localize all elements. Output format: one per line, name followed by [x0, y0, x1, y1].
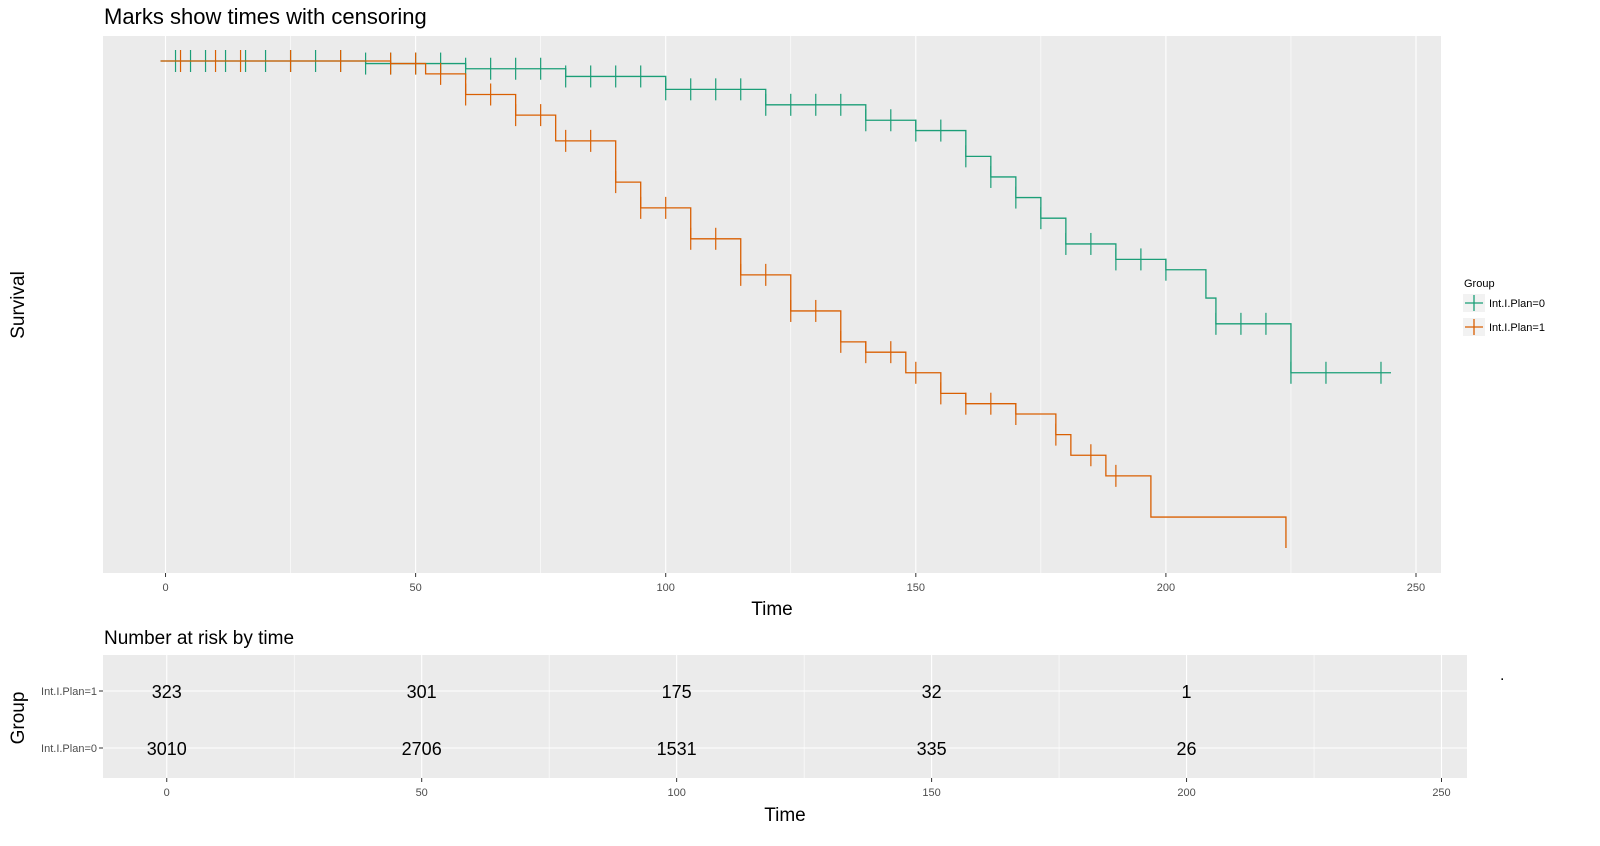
survival-x-axis-title: Time	[751, 599, 793, 620]
risk-count: 2706	[402, 739, 442, 759]
survival-curves	[160, 50, 1391, 548]
risk-row-label: Int.I.Plan=0	[41, 743, 97, 755]
risk-x-tick-label: 50	[416, 787, 428, 799]
survival-x-tick-label: 0	[162, 582, 168, 594]
risk-table-panel	[103, 655, 1467, 778]
risk-count: 32	[922, 682, 942, 702]
survival-x-tick-label: 150	[907, 582, 925, 594]
legend-label-plan0: Int.I.Plan=0	[1489, 298, 1545, 310]
risk-x-tick-label: 250	[1432, 787, 1450, 799]
risk-y-axis-title: Group	[8, 692, 29, 745]
risk-x-ticks: 0 50 100 150 200 250	[164, 778, 1451, 799]
survival-x-tick-label: 50	[409, 582, 421, 594]
risk-table-title: Number at risk by time	[104, 628, 294, 649]
risk-count: 175	[662, 682, 692, 702]
stray-mark: .	[1500, 667, 1504, 684]
risk-x-tick-label: 200	[1177, 787, 1195, 799]
risk-x-tick-label: 100	[667, 787, 685, 799]
risk-count: 1531	[657, 739, 697, 759]
risk-count: 1	[1182, 682, 1192, 702]
legend: Group Int.I.Plan=0 Int.I.Plan=1	[1463, 278, 1545, 336]
legend-label-plan1: Int.I.Plan=1	[1489, 322, 1545, 334]
risk-rows: Int.I.Plan=1 323 301 175 32 1 Int.I.Plan=0 3010…	[41, 682, 1197, 759]
risk-x-axis-title: Time	[764, 805, 806, 826]
risk-count: 3010	[147, 739, 187, 759]
survival-x-tick-label: 200	[1157, 582, 1175, 594]
risk-grid	[103, 655, 1467, 778]
survival-y-axis-title: Survival	[8, 271, 29, 339]
risk-row-label: Int.I.Plan=1	[41, 686, 97, 698]
survival-x-ticks: 0 50 100 150 200 250	[162, 573, 1425, 594]
legend-title: Group	[1464, 278, 1495, 290]
survival-x-tick-label: 250	[1407, 582, 1425, 594]
risk-count: 301	[407, 682, 437, 702]
survival-x-tick-label: 100	[657, 582, 675, 594]
risk-count: 26	[1177, 739, 1197, 759]
risk-count: 323	[152, 682, 182, 702]
chart-title: Marks show times with censoring	[104, 4, 427, 29]
risk-x-tick-label: 150	[922, 787, 940, 799]
risk-count: 335	[917, 739, 947, 759]
risk-x-tick-label: 0	[164, 787, 170, 799]
survival-plot-panel	[103, 36, 1441, 573]
